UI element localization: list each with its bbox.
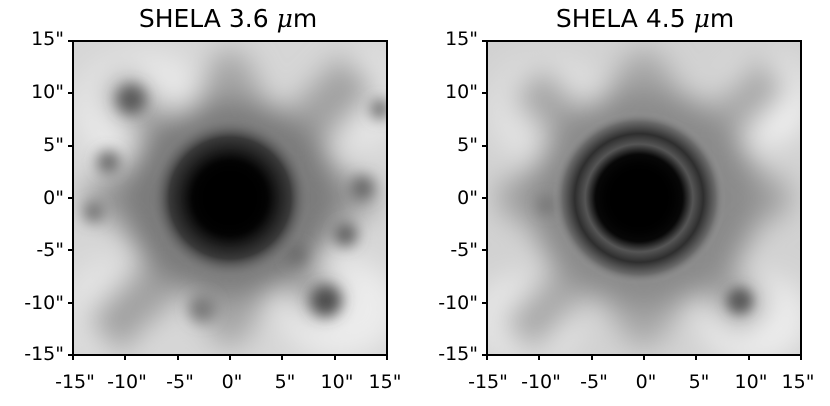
title-text: SHELA 4.5 bbox=[555, 4, 694, 33]
y-tick-mark bbox=[68, 354, 72, 356]
x-tick-mark bbox=[124, 356, 126, 360]
x-tick-label: 15" bbox=[781, 371, 815, 393]
y-tick-label: 0" bbox=[457, 187, 478, 209]
x-tick-label: 0" bbox=[221, 371, 243, 393]
panel-shela-4-5: SHELA 4.5 μm bbox=[415, 0, 830, 406]
y-tick-label: -5" bbox=[450, 239, 478, 261]
y-tick-mark bbox=[482, 302, 486, 304]
x-tick-mark bbox=[591, 356, 593, 360]
x-tick-label: -5" bbox=[580, 371, 608, 393]
x-tick-label: -15" bbox=[468, 371, 508, 393]
y-tick-mark bbox=[482, 354, 486, 356]
y-tick-label: 5" bbox=[43, 134, 64, 156]
x-tick-label: 10" bbox=[320, 371, 354, 393]
panel-title: SHELA 4.5 μm bbox=[475, 4, 815, 33]
panel-title: SHELA 3.6 μm bbox=[58, 4, 398, 33]
x-tick-mark bbox=[281, 356, 283, 360]
astronomical-image-3-6 bbox=[72, 40, 388, 356]
y-tick-mark bbox=[482, 249, 486, 251]
x-tick-label: 0" bbox=[635, 371, 657, 393]
title-mu: μ bbox=[276, 4, 293, 33]
y-tick-mark bbox=[68, 197, 72, 199]
x-tick-label: -10" bbox=[107, 371, 147, 393]
astronomical-image-4-5 bbox=[486, 40, 802, 356]
x-tick-mark bbox=[800, 356, 802, 360]
y-tick-mark bbox=[482, 92, 486, 94]
panel-shela-3-6: SHELA 3.6 μm bbox=[24, 4, 402, 393]
y-tick-mark bbox=[68, 40, 72, 42]
x-tick-label: 5" bbox=[274, 371, 296, 393]
image-3-6-svg bbox=[74, 42, 386, 354]
x-tick-mark bbox=[538, 356, 540, 360]
x-tick-mark bbox=[229, 356, 231, 360]
title-text: SHELA 3.6 bbox=[138, 4, 277, 33]
x-tick-mark bbox=[695, 356, 697, 360]
x-tick-mark bbox=[748, 356, 750, 360]
x-tick-label: -5" bbox=[166, 371, 194, 393]
x-tick-label: 15" bbox=[368, 371, 402, 393]
x-tick-mark bbox=[177, 356, 179, 360]
y-tick-label: -15" bbox=[24, 343, 64, 365]
y-tick-mark bbox=[68, 302, 72, 304]
x-tick-label: -15" bbox=[55, 371, 95, 393]
title-unit: m bbox=[292, 4, 318, 33]
title-unit: m bbox=[709, 4, 735, 33]
y-tick-mark bbox=[68, 145, 72, 147]
x-tick-mark bbox=[643, 356, 645, 360]
y-tick-label: -15" bbox=[438, 343, 478, 365]
y-tick-label: -5" bbox=[36, 239, 64, 261]
x-tick-mark bbox=[386, 356, 388, 360]
y-tick-mark bbox=[482, 197, 486, 199]
y-tick-label: 10" bbox=[445, 81, 478, 103]
y-tick-mark bbox=[68, 249, 72, 251]
y-tick-label: 15" bbox=[445, 28, 478, 50]
y-tick-label: 0" bbox=[43, 187, 64, 209]
image-4-5-svg bbox=[488, 42, 800, 354]
y-tick-label: -10" bbox=[24, 292, 64, 314]
x-tick-mark bbox=[486, 356, 488, 360]
title-mu: μ bbox=[693, 4, 710, 33]
y-tick-label: 10" bbox=[31, 81, 64, 103]
x-tick-label: -10" bbox=[521, 371, 561, 393]
y-tick-mark bbox=[68, 92, 72, 94]
y-tick-label: 15" bbox=[31, 28, 64, 50]
x-tick-label: 5" bbox=[688, 371, 710, 393]
y-tick-label: -10" bbox=[438, 292, 478, 314]
x-tick-label: 10" bbox=[734, 371, 768, 393]
y-tick-label: 5" bbox=[457, 134, 478, 156]
y-tick-mark bbox=[482, 40, 486, 42]
x-tick-mark bbox=[334, 356, 336, 360]
x-tick-mark bbox=[72, 356, 74, 360]
y-tick-mark bbox=[482, 145, 486, 147]
